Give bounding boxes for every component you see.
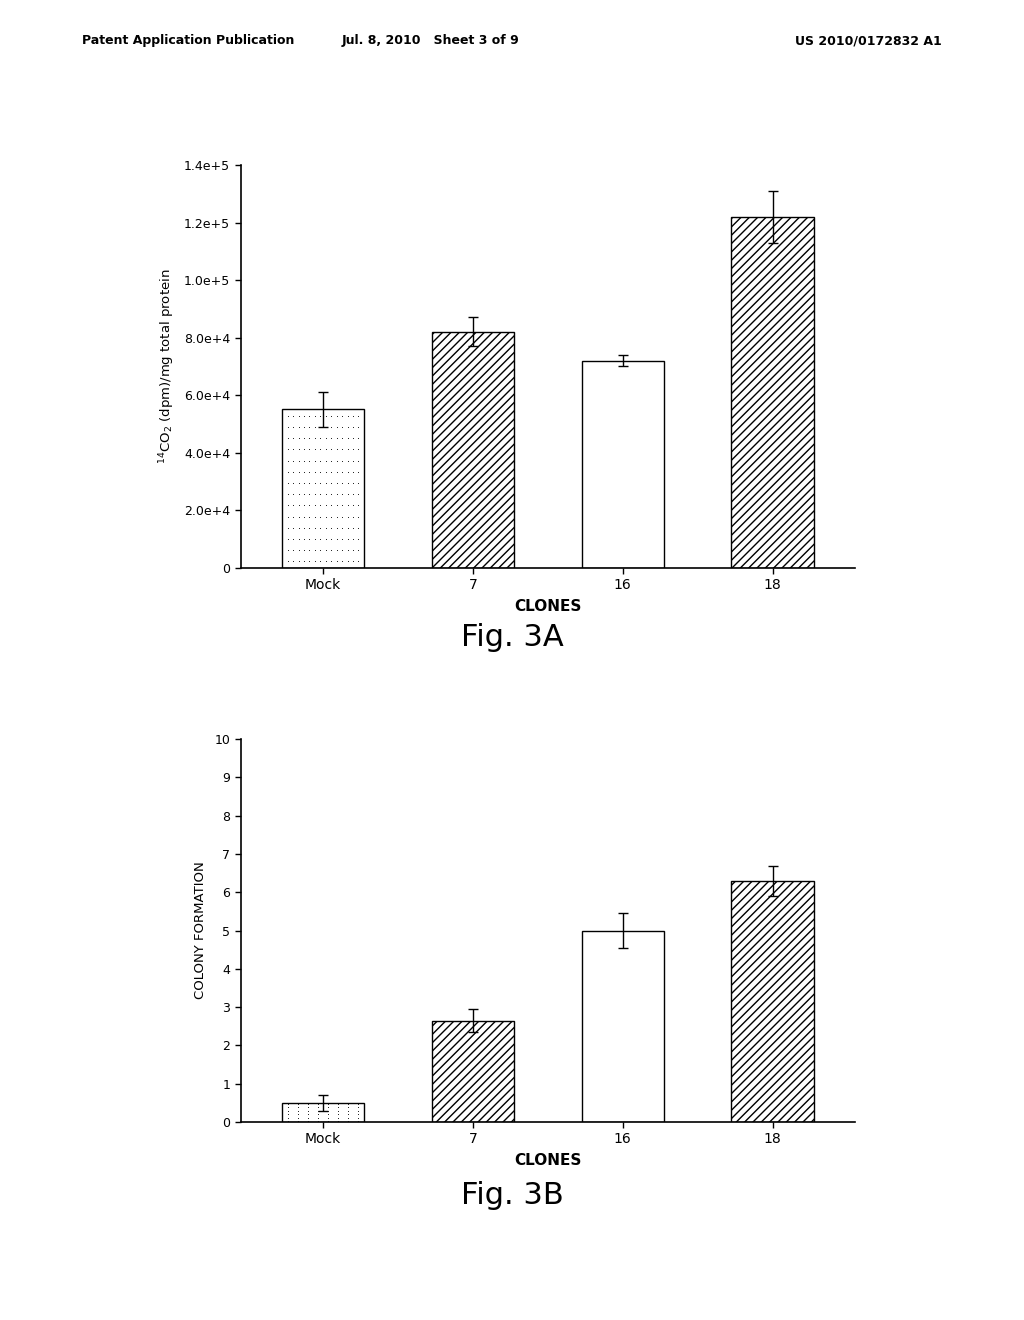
Text: Fig. 3A: Fig. 3A <box>461 623 563 652</box>
Text: Jul. 8, 2010   Sheet 3 of 9: Jul. 8, 2010 Sheet 3 of 9 <box>341 34 519 48</box>
Y-axis label: $^{14}$CO$_2$ (dpm)/mg total protein: $^{14}$CO$_2$ (dpm)/mg total protein <box>158 268 177 465</box>
Text: US 2010/0172832 A1: US 2010/0172832 A1 <box>796 34 942 48</box>
Bar <box>432 1020 514 1122</box>
Text: Patent Application Publication: Patent Application Publication <box>82 34 294 48</box>
Bar <box>282 1104 365 1122</box>
X-axis label: CLONES: CLONES <box>514 599 582 614</box>
Bar <box>432 331 514 568</box>
Bar <box>731 880 814 1122</box>
Bar <box>731 216 814 568</box>
Bar <box>282 409 365 568</box>
Y-axis label: COLONY FORMATION: COLONY FORMATION <box>195 862 208 999</box>
X-axis label: CLONES: CLONES <box>514 1154 582 1168</box>
Text: Fig. 3B: Fig. 3B <box>461 1181 563 1210</box>
Bar <box>582 931 664 1122</box>
Bar <box>582 360 664 568</box>
